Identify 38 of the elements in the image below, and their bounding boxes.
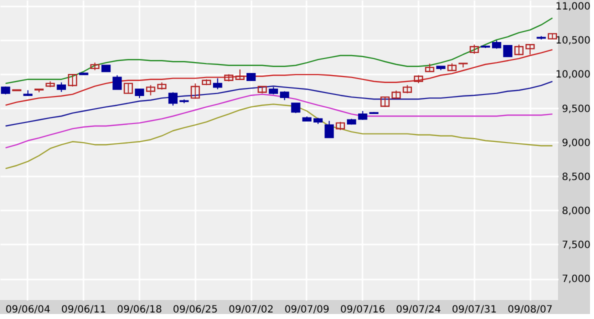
- y-tick-label: 7,000: [562, 274, 590, 286]
- y-tick-label: 9,500: [562, 104, 590, 115]
- y-tick-label: 8,500: [562, 172, 590, 183]
- y-tick-label: 8,000: [562, 206, 590, 217]
- y-tick-label: 10,000: [556, 70, 590, 81]
- line-series: [4, 17, 554, 84]
- x-tick-label: 09/07/24: [396, 304, 441, 316]
- candlestick: [56, 82, 66, 92]
- candlestick: [526, 44, 535, 55]
- x-tick-label: 09/06/04: [5, 304, 50, 316]
- line-series: [4, 80, 554, 127]
- candlestick: [68, 74, 78, 87]
- candlestick: [514, 44, 524, 56]
- x-tick-label: 09/08/07: [508, 304, 553, 316]
- y-tick-label: 11,000: [556, 2, 590, 13]
- x-tick-label: 09/07/09: [284, 304, 330, 316]
- x-tick-label: 09/06/25: [172, 304, 218, 316]
- line-series: [4, 49, 554, 106]
- candlestick: [503, 45, 512, 58]
- candlestick: [380, 96, 390, 108]
- y-tick-label: 10,500: [556, 36, 590, 47]
- candlestick: [112, 74, 122, 90]
- line-series: [4, 104, 554, 170]
- x-tick-label: 09/06/18: [117, 304, 162, 316]
- y-tick-label: 9,000: [562, 138, 590, 149]
- candlestick: [235, 68, 245, 81]
- candlestick: [190, 82, 200, 100]
- x-tick-label: 09/06/11: [61, 304, 106, 316]
- candlestick: [124, 82, 133, 94]
- y-tick-label: 7,500: [562, 240, 590, 251]
- candlestick: [324, 120, 334, 138]
- x-tick-label: 09/07/31: [452, 304, 497, 316]
- candlestick: [291, 102, 300, 114]
- candlestick: [213, 78, 222, 90]
- candlestick: [470, 44, 479, 54]
- candlestick: [168, 92, 178, 106]
- x-tick-label: 09/07/02: [228, 304, 274, 316]
- x-tick-label: 09/07/16: [340, 304, 386, 316]
